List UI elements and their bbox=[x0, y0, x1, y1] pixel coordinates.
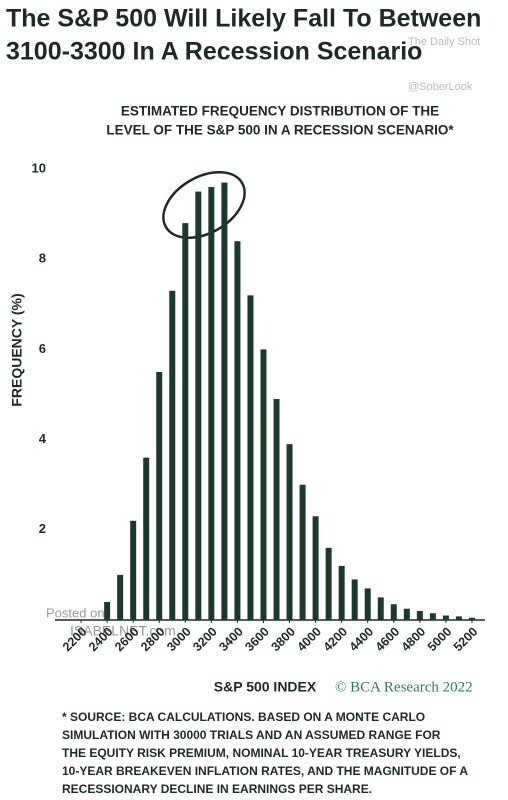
x-tick-label: 3600 bbox=[242, 625, 272, 655]
y-tick-label: 2 bbox=[39, 521, 46, 536]
bar bbox=[364, 588, 371, 620]
chart-subtitle: ESTIMATED FREQUENCY DISTRIBUTION OF THE bbox=[121, 104, 439, 119]
bar bbox=[299, 484, 306, 620]
y-tick-label: 10 bbox=[32, 160, 46, 175]
footnote: RECESSIONARY DECLINE IN EARNINGS PER SHA… bbox=[62, 782, 372, 796]
x-tick-label: 3200 bbox=[190, 625, 220, 655]
bar bbox=[338, 565, 345, 620]
bar bbox=[429, 613, 436, 620]
bar bbox=[416, 610, 423, 620]
bar bbox=[221, 182, 228, 620]
x-tick-label: 4800 bbox=[399, 625, 429, 655]
bar bbox=[182, 223, 189, 620]
x-tick-label: 4200 bbox=[321, 625, 351, 655]
bar bbox=[247, 295, 254, 620]
chart-title: 3100-3300 In A Recession Scenario bbox=[6, 38, 422, 66]
bar bbox=[143, 457, 150, 620]
watermark: @SoberLook bbox=[408, 81, 473, 93]
footnote: * SOURCE: BCA CALCULATIONS. BASED ON A M… bbox=[62, 710, 425, 724]
watermark: ISABELNET.com bbox=[70, 623, 176, 639]
bar bbox=[455, 616, 462, 620]
x-axis-label: S&P 500 INDEX bbox=[214, 679, 317, 695]
highlight-ellipse bbox=[162, 171, 246, 239]
y-axis-label: FREQUENCY (%) bbox=[9, 293, 25, 406]
y-tick-label: 4 bbox=[39, 431, 47, 446]
bar bbox=[208, 187, 215, 621]
x-tick-label: 4600 bbox=[373, 625, 403, 655]
bar bbox=[260, 349, 267, 620]
bar bbox=[169, 290, 176, 620]
watermark: The Daily Shot bbox=[408, 36, 480, 48]
footnote: THE EQUITY RISK PREMIUM, NOMINAL 10-YEAR… bbox=[62, 746, 461, 760]
bar bbox=[117, 574, 124, 620]
x-tick-label: 4000 bbox=[294, 625, 324, 655]
x-tick-label: 4400 bbox=[347, 625, 377, 655]
bar bbox=[468, 617, 475, 620]
bar bbox=[286, 444, 293, 620]
watermark: Posted on bbox=[46, 605, 105, 620]
bar bbox=[351, 579, 358, 620]
x-tick-label: 5200 bbox=[451, 625, 481, 655]
y-tick-label: 8 bbox=[39, 251, 46, 266]
bar bbox=[390, 604, 397, 620]
bar bbox=[234, 241, 241, 620]
x-tick-label: 3400 bbox=[216, 625, 246, 655]
footnote: SIMULATION WITH 30000 TRIALS AND AN ASSU… bbox=[62, 728, 441, 742]
x-tick-label: 5000 bbox=[425, 625, 455, 655]
bar bbox=[104, 601, 111, 620]
chart-title: The S&P 500 Will Likely Fall To Between bbox=[6, 5, 481, 33]
bar bbox=[442, 615, 449, 620]
bar bbox=[156, 371, 163, 620]
x-tick-label: 3800 bbox=[268, 625, 298, 655]
credit: © BCA Research 2022 bbox=[335, 679, 473, 695]
footnote: 10-YEAR BREAKEVEN INFLATION RATES, AND T… bbox=[62, 764, 468, 778]
bar bbox=[195, 191, 202, 620]
bar bbox=[130, 520, 137, 620]
bar bbox=[312, 516, 319, 620]
chart-subtitle: LEVEL OF THE S&P 500 IN A RECESSION SCEN… bbox=[106, 123, 454, 138]
bar bbox=[403, 608, 410, 620]
bar bbox=[377, 597, 384, 620]
bar bbox=[273, 399, 280, 620]
bar bbox=[325, 547, 332, 620]
y-tick-label: 6 bbox=[39, 341, 46, 356]
